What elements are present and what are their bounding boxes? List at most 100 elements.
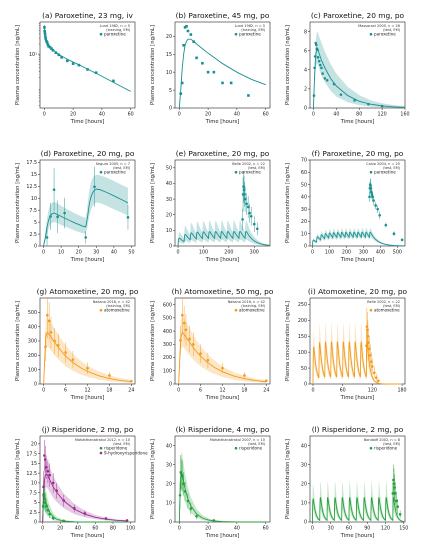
prediction-band: [312, 227, 405, 246]
data-point: [371, 365, 374, 368]
legend-study: Massarani 2005, n = 26: [358, 24, 400, 28]
data-point: [398, 513, 402, 516]
y-tick-label: 250: [298, 302, 307, 308]
y-tick-label: 200: [298, 318, 307, 324]
data-point: [392, 478, 395, 482]
model-line: [178, 470, 266, 523]
y-tick-label: 5: [34, 220, 37, 226]
legend-study: Lund 1982, n = 5: [100, 24, 130, 28]
plot-frame: [39, 21, 136, 109]
data-point: [178, 493, 182, 497]
y-tick-label: 2: [304, 87, 307, 93]
legend-note: (test, EM): [383, 28, 401, 32]
panel-title: (f) Paroxetine, 20 mg, po: [312, 149, 404, 158]
data-point: [243, 374, 246, 377]
x-tick-label: 20: [70, 112, 76, 118]
prediction-band: [312, 323, 403, 384]
data-point: [49, 331, 53, 334]
data-point: [179, 92, 183, 95]
y-tick-label: 5: [169, 88, 172, 94]
legend-series: paroxetine: [239, 170, 261, 175]
data-point: [47, 45, 50, 48]
x-tick-label: 120: [378, 112, 387, 118]
data-point: [43, 29, 46, 33]
plot-frame: [39, 159, 136, 247]
data-point: [369, 186, 373, 190]
data-point: [221, 366, 224, 370]
data-point: [206, 70, 210, 74]
y-axis-label: Plasma concentration [ng/mL]: [15, 163, 21, 243]
data-point: [201, 61, 204, 65]
data-point: [243, 193, 246, 196]
x-tick-label: 24: [263, 388, 269, 394]
x-tick-label: 10: [58, 250, 64, 256]
x-tick-label: 200: [342, 250, 351, 256]
data-point: [51, 48, 55, 52]
x-tick-label: 100: [325, 250, 334, 256]
x-tick-label: 40: [75, 526, 81, 532]
x-tick-label: 50: [128, 250, 134, 256]
y-tick-label: 30: [301, 207, 307, 213]
x-axis-label: Time [hours]: [205, 119, 240, 125]
data-point: [374, 204, 377, 207]
model-line: [43, 331, 132, 385]
legend-marker: [99, 446, 103, 450]
x-tick-label: 60: [92, 526, 98, 532]
y-axis-label: Plasma concentration [ng/mL]: [150, 163, 156, 243]
legend-marker: [369, 170, 373, 174]
data-point-metabolite: [48, 473, 51, 477]
y-tick-label: 10: [301, 501, 307, 507]
x-tick-label: 300: [250, 250, 259, 256]
x-tick-label: 0: [178, 112, 181, 118]
data-point: [243, 197, 247, 201]
data-point: [229, 81, 233, 85]
x-tick-label: 18: [241, 388, 247, 394]
legend: Nakano 2016, n = 42(training, EM)atomoxe…: [228, 300, 266, 313]
data-point-metabolite: [46, 469, 50, 473]
x-tick-label: 12: [219, 388, 225, 394]
y-tick-label: 30: [166, 462, 172, 468]
x-tick-label: 0: [177, 388, 180, 394]
legend: Mahatthanatrakul 2012, n = 10(test, EM)r…: [75, 438, 148, 455]
y-tick-label: 10¹: [29, 52, 37, 58]
data-point: [183, 490, 187, 493]
data-point: [265, 379, 268, 382]
x-tick-label: 60: [128, 112, 134, 118]
data-point: [48, 45, 52, 49]
data-point: [380, 104, 384, 108]
panel-f: (f) Paroxetine, 20 mg, po0 100 200 300 400 50…: [285, 149, 406, 263]
data-point: [86, 366, 89, 370]
x-tick-label: 6: [64, 388, 67, 394]
y-tick-label: 0: [169, 520, 172, 526]
panel-title: (i) Atomoxetine, 20 mg, po: [308, 287, 408, 296]
panel-title: (e) Paroxetine, 20 mg, po: [176, 149, 270, 158]
x-axis-label: Time [hours]: [340, 533, 375, 539]
data-point: [378, 213, 382, 217]
y-tick-label: 40: [166, 181, 172, 187]
model-line: [178, 38, 266, 109]
data-point: [396, 505, 399, 509]
x-tick-label: 400: [376, 250, 385, 256]
y-tick-label: 50: [166, 166, 172, 172]
data-point: [368, 347, 371, 351]
x-tick-label: 20: [76, 250, 82, 256]
x-tick-label: 0: [41, 526, 44, 532]
y-tick-label: 7.5: [29, 490, 37, 496]
data-point: [314, 43, 318, 47]
data-point: [86, 68, 89, 71]
data-point: [77, 63, 81, 67]
y-axis-label: Plasma concentration [ng/mL]: [285, 25, 291, 105]
y-tick-label: 20: [31, 442, 37, 448]
y-tick-label: 20: [301, 481, 307, 487]
x-axis-label: Time [hours]: [70, 395, 105, 401]
legend-note: (test, EM): [113, 166, 131, 170]
plot-frame: [309, 435, 406, 523]
data-point: [366, 334, 370, 338]
prediction-band: [42, 477, 128, 522]
y-tick-label: 40: [301, 195, 307, 201]
legend-study: Nakano 2016, n = 42: [228, 300, 265, 304]
plot-frame: [309, 159, 406, 247]
data-point: [319, 63, 322, 67]
y-axis-label: Plasma concentration [ng/mL]: [150, 301, 156, 381]
